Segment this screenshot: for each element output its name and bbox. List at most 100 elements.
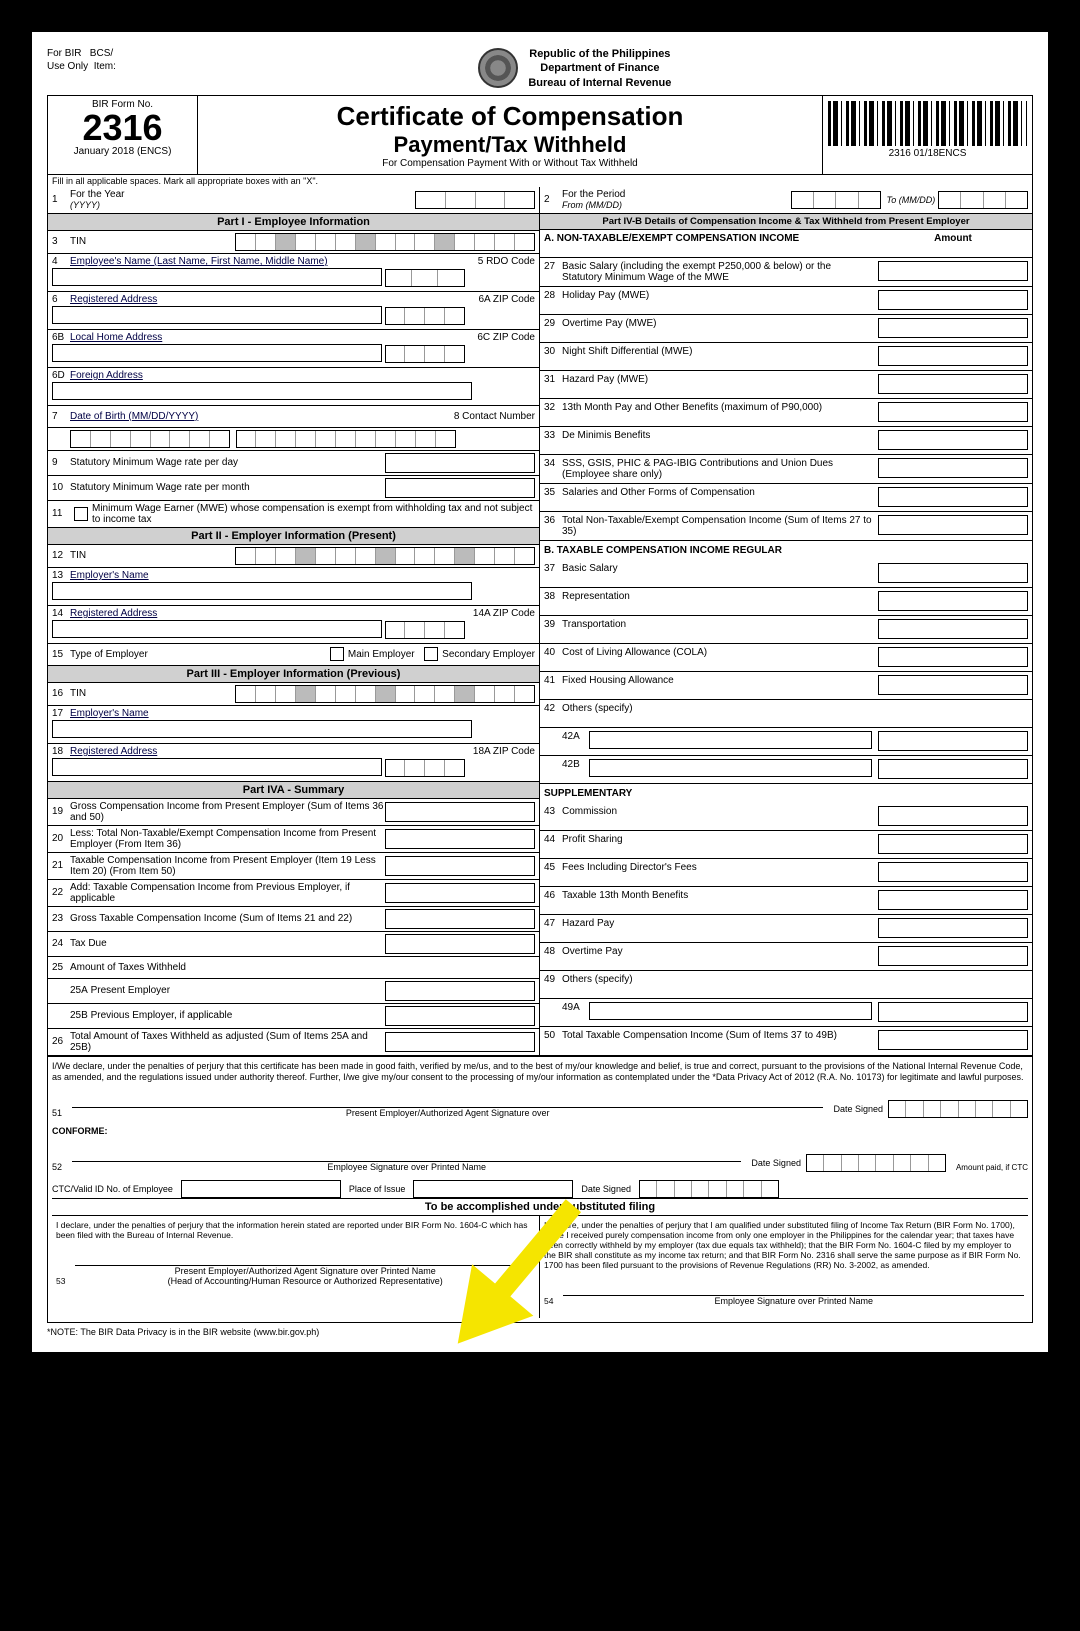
row-12: 12TIN xyxy=(48,545,539,568)
sig-52[interactable] xyxy=(72,1144,741,1162)
row-42b: 42B xyxy=(540,756,1032,784)
amt-47[interactable] xyxy=(878,918,1028,938)
main-grid: 1For the Year(YYYY) Part I - Employee In… xyxy=(47,187,1033,1056)
amt-46[interactable] xyxy=(878,890,1028,910)
secB-header: B. TAXABLE COMPENSATION INCOME REGULAR xyxy=(540,541,1032,560)
declaration-section: I/We declare, under the penalties of per… xyxy=(47,1056,1033,1324)
amt-25a[interactable] xyxy=(385,981,535,1001)
row-23: 23Gross Taxable Compensation Income (Sum… xyxy=(48,907,539,932)
49a-label[interactable] xyxy=(589,1002,872,1020)
rdo-input[interactable] xyxy=(385,269,465,287)
ctc-input[interactable] xyxy=(181,1180,341,1198)
amt-40[interactable] xyxy=(878,647,1028,667)
amt-21[interactable] xyxy=(385,856,535,876)
amt-20[interactable] xyxy=(385,829,535,849)
row-21: 21Taxable Compensation Income from Prese… xyxy=(48,853,539,880)
addr14-input[interactable] xyxy=(52,620,382,638)
emp17-input[interactable] xyxy=(52,720,472,738)
amt-19[interactable] xyxy=(385,802,535,822)
amt-25b[interactable] xyxy=(385,1006,535,1026)
amt-48[interactable] xyxy=(878,946,1028,966)
amt-24[interactable] xyxy=(385,934,535,954)
zip6a-input[interactable] xyxy=(385,307,465,325)
row-44: 44Profit Sharing xyxy=(540,831,1032,859)
tin-input[interactable] xyxy=(235,233,535,251)
amt-28[interactable] xyxy=(878,290,1028,310)
amt-32[interactable] xyxy=(878,402,1028,422)
amt-34[interactable] xyxy=(878,458,1028,478)
addr18-input[interactable] xyxy=(52,758,382,776)
localaddr-input[interactable] xyxy=(52,344,382,362)
date-ctc-input[interactable] xyxy=(639,1180,779,1198)
amt-42a[interactable] xyxy=(878,731,1028,751)
amt-45[interactable] xyxy=(878,862,1028,882)
amt-29[interactable] xyxy=(878,318,1028,338)
42a-label[interactable] xyxy=(589,731,872,749)
place-input[interactable] xyxy=(413,1180,573,1198)
amt-44[interactable] xyxy=(878,834,1028,854)
addr-input[interactable] xyxy=(52,306,382,324)
amt-37[interactable] xyxy=(878,563,1028,583)
row-49a: 49A xyxy=(540,999,1032,1027)
row-41: 41Fixed Housing Allowance xyxy=(540,672,1032,700)
year-input[interactable] xyxy=(415,191,535,209)
tin16-input[interactable] xyxy=(235,685,535,703)
title-center: Certificate of Compensation Payment/Tax … xyxy=(198,96,822,174)
amt-36[interactable] xyxy=(878,515,1028,535)
amt-35[interactable] xyxy=(878,487,1028,507)
amt-10[interactable] xyxy=(385,478,535,498)
zip18-input[interactable] xyxy=(385,759,465,777)
amt-31[interactable] xyxy=(878,374,1028,394)
sig-54[interactable] xyxy=(563,1278,1024,1296)
amt-49a[interactable] xyxy=(878,1002,1028,1022)
zip14-input[interactable] xyxy=(385,621,465,639)
amt-27[interactable] xyxy=(878,261,1028,281)
amt-39[interactable] xyxy=(878,619,1028,639)
part1-header: Part I - Employee Information xyxy=(48,214,539,231)
amt-26[interactable] xyxy=(385,1032,535,1052)
sec-emp-checkbox[interactable] xyxy=(424,647,438,661)
amt-50[interactable] xyxy=(878,1030,1028,1050)
row-10: 10Statutory Minimum Wage rate per month xyxy=(48,476,539,501)
row-45: 45Fees Including Director's Fees xyxy=(540,859,1032,887)
part4a-header: Part IVA - Summary xyxy=(48,782,539,799)
amt-30[interactable] xyxy=(878,346,1028,366)
tin12-input[interactable] xyxy=(235,547,535,565)
row-7: 7Date of Birth (MM/DD/YYYY)8 Contact Num… xyxy=(48,406,539,428)
sig-51[interactable] xyxy=(72,1090,823,1108)
amt-9[interactable] xyxy=(385,453,535,473)
42b-label[interactable] xyxy=(589,759,872,777)
row-49: 49Others (specify) xyxy=(540,971,1032,999)
foreign-input[interactable] xyxy=(52,382,472,400)
row-34: 34SSS, GSIS, PHIC & PAG-IBIG Contributio… xyxy=(540,455,1032,484)
amt-43[interactable] xyxy=(878,806,1028,826)
zip6c-input[interactable] xyxy=(385,345,465,363)
to-input[interactable] xyxy=(938,191,1028,209)
part4b-header: Part IV-B Details of Compensation Income… xyxy=(540,214,1032,230)
decl2-text: I declare, under the penalties of perjur… xyxy=(56,1220,535,1240)
main-emp-checkbox[interactable] xyxy=(330,647,344,661)
name-input[interactable] xyxy=(52,268,382,286)
amt-33[interactable] xyxy=(878,430,1028,450)
row-6d: 6DForeign Address xyxy=(48,368,539,406)
date51-input[interactable] xyxy=(888,1100,1028,1118)
emp13-input[interactable] xyxy=(52,582,472,600)
substituted-filing-header: To be accomplished under substituted fil… xyxy=(52,1198,1028,1216)
row-40: 40Cost of Living Allowance (COLA) xyxy=(540,644,1032,672)
mwe-checkbox[interactable] xyxy=(74,507,88,521)
from-input[interactable] xyxy=(791,191,881,209)
contact-input[interactable] xyxy=(236,430,456,448)
row-18: 18Registered Address18A ZIP Code xyxy=(48,744,539,782)
amt-23[interactable] xyxy=(385,909,535,929)
row-19: 19Gross Compensation Income from Present… xyxy=(48,799,539,826)
amt-22[interactable] xyxy=(385,883,535,903)
amt-42b[interactable] xyxy=(878,759,1028,779)
row-50: 50Total Taxable Compensation Income (Sum… xyxy=(540,1027,1032,1055)
amt-38[interactable] xyxy=(878,591,1028,611)
row-42a: 42A xyxy=(540,728,1032,756)
date52-input[interactable] xyxy=(806,1154,946,1172)
row-25: 25Amount of Taxes Withheld xyxy=(48,957,539,979)
sig-53[interactable] xyxy=(75,1248,535,1266)
amt-41[interactable] xyxy=(878,675,1028,695)
dob-input[interactable] xyxy=(70,430,230,448)
